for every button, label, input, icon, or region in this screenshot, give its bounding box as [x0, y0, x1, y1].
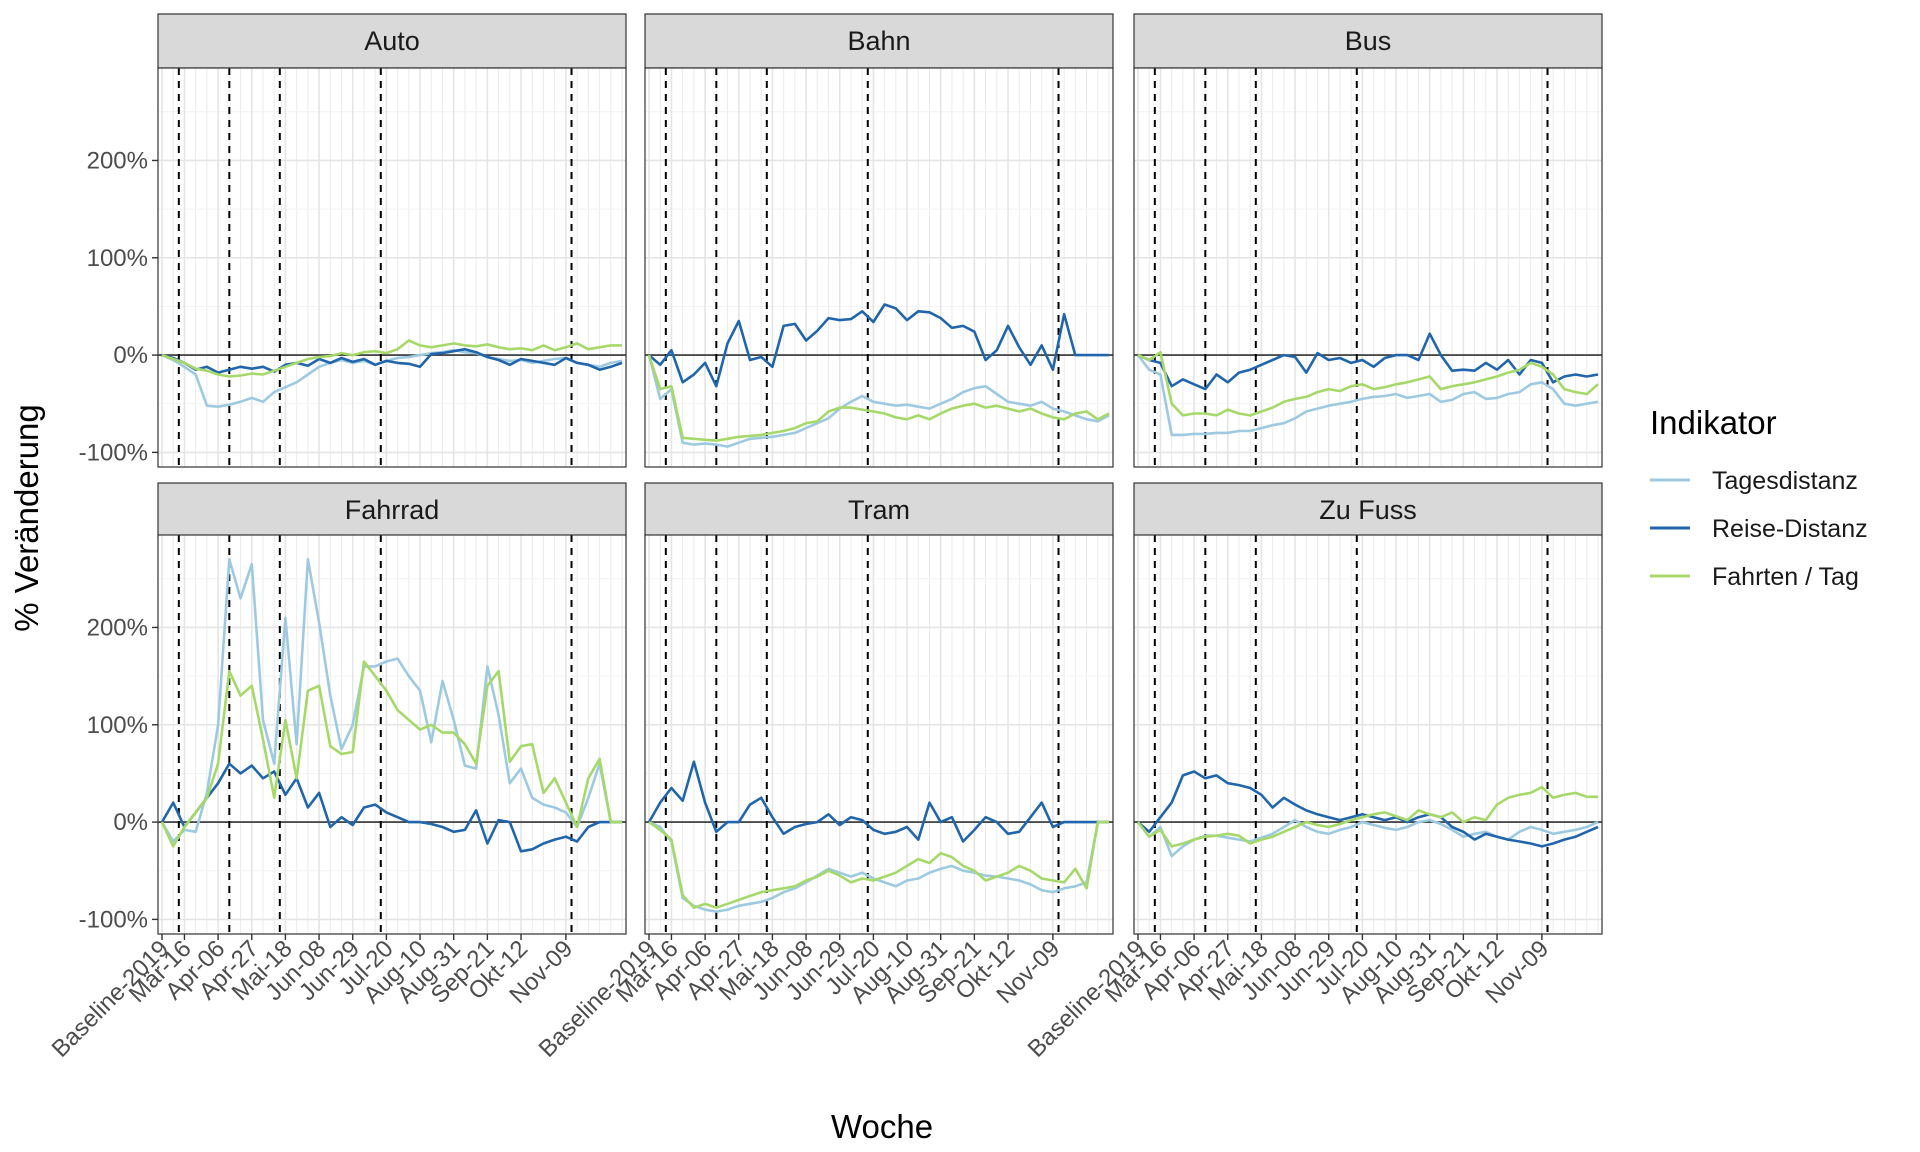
y-tick-label: 0% — [113, 342, 148, 369]
y-axis-title: % Veränderung — [8, 404, 45, 632]
strip-label-bahn: Bahn — [847, 26, 910, 56]
strip-label-auto: Auto — [364, 26, 420, 56]
y-tick-label: 100% — [87, 245, 148, 272]
y-tick-label: -100% — [79, 439, 148, 466]
series-line-tram-fahrten — [648, 820, 1109, 910]
x-tick-label: Baseline-2019 — [47, 935, 175, 1063]
panel-zu-fuss: Zu FussBaseline-2019Mär-16Apr-06Apr-27Ma… — [1023, 482, 1603, 1063]
y-tick-label: 100% — [87, 712, 148, 739]
plot-background — [158, 535, 626, 934]
series-line-fahrrad-fahrten — [160, 660, 622, 848]
series-line-bahn-reise — [648, 303, 1109, 388]
panel-auto: Auto -100% 0% 100% 200% — [79, 13, 627, 468]
strip-label-bus: Bus — [1345, 26, 1392, 56]
panel-border — [157, 534, 627, 935]
legend-title: Indikator — [1650, 404, 1777, 441]
series-line-bus-fahrten — [1137, 350, 1599, 417]
series-line-zu-fuss-fahrten — [1136, 785, 1598, 848]
strip-label-fahrrad: Fahrrad — [345, 495, 440, 525]
legend: Indikator Tagesdistanz Reise-Distanz Fahrt… — [1650, 404, 1868, 591]
series-line-bahn-tages — [647, 354, 1110, 448]
strip-label-zu-fuss: Zu Fuss — [1319, 495, 1417, 525]
strip-label-tram: Tram — [848, 495, 910, 525]
y-tick-label: 200% — [87, 147, 148, 174]
series-line-tram-tages — [648, 820, 1109, 913]
plot-background — [1134, 68, 1602, 467]
panel-border — [644, 67, 1114, 468]
y-tick-label: 0% — [113, 809, 148, 836]
panels-layer: Auto -100% 0% 100% 200% Bahn Bus Fahrrad -100% 0%… — [47, 13, 1603, 1063]
series-line-fahrrad-reise — [160, 762, 622, 853]
y-tick-label: -100% — [79, 906, 148, 933]
legend-label-fahrten: Fahrten / Tag — [1712, 563, 1859, 591]
panel-border — [1133, 67, 1603, 468]
panel-border — [1133, 534, 1603, 935]
strip-bus — [1133, 13, 1603, 69]
plot-background — [1134, 535, 1602, 934]
legend-label-reise: Reise-Distanz — [1712, 515, 1868, 543]
plot-background — [645, 68, 1113, 467]
series-line-auto-reise — [161, 347, 623, 374]
series-line-auto-fahrten — [161, 339, 622, 378]
series-line-bus-reise — [1137, 332, 1599, 391]
series-line-tram-reise — [647, 760, 1109, 843]
y-tick-label: 200% — [87, 614, 148, 641]
panel-border — [644, 534, 1114, 935]
series-line-fahrrad-tages — [160, 557, 622, 843]
panel-fahrrad: Fahrrad-100%0%100%200%Baseline-2019Mär-1… — [47, 482, 627, 1063]
x-axis-title: Woche — [831, 1108, 933, 1145]
series-line-bus-tages — [1136, 354, 1599, 437]
panel-bahn: Bahn — [644, 13, 1114, 468]
strip-auto — [157, 13, 627, 69]
series-line-auto-tages — [161, 348, 623, 409]
panel-bus: Bus — [1133, 13, 1603, 468]
plot-background — [158, 68, 626, 467]
strip-fahrrad — [157, 482, 627, 538]
plot-background — [645, 535, 1113, 934]
panel-border — [157, 67, 627, 468]
legend-label-tages: Tagesdistanz — [1712, 467, 1858, 495]
series-line-bahn-fahrten — [647, 354, 1110, 443]
